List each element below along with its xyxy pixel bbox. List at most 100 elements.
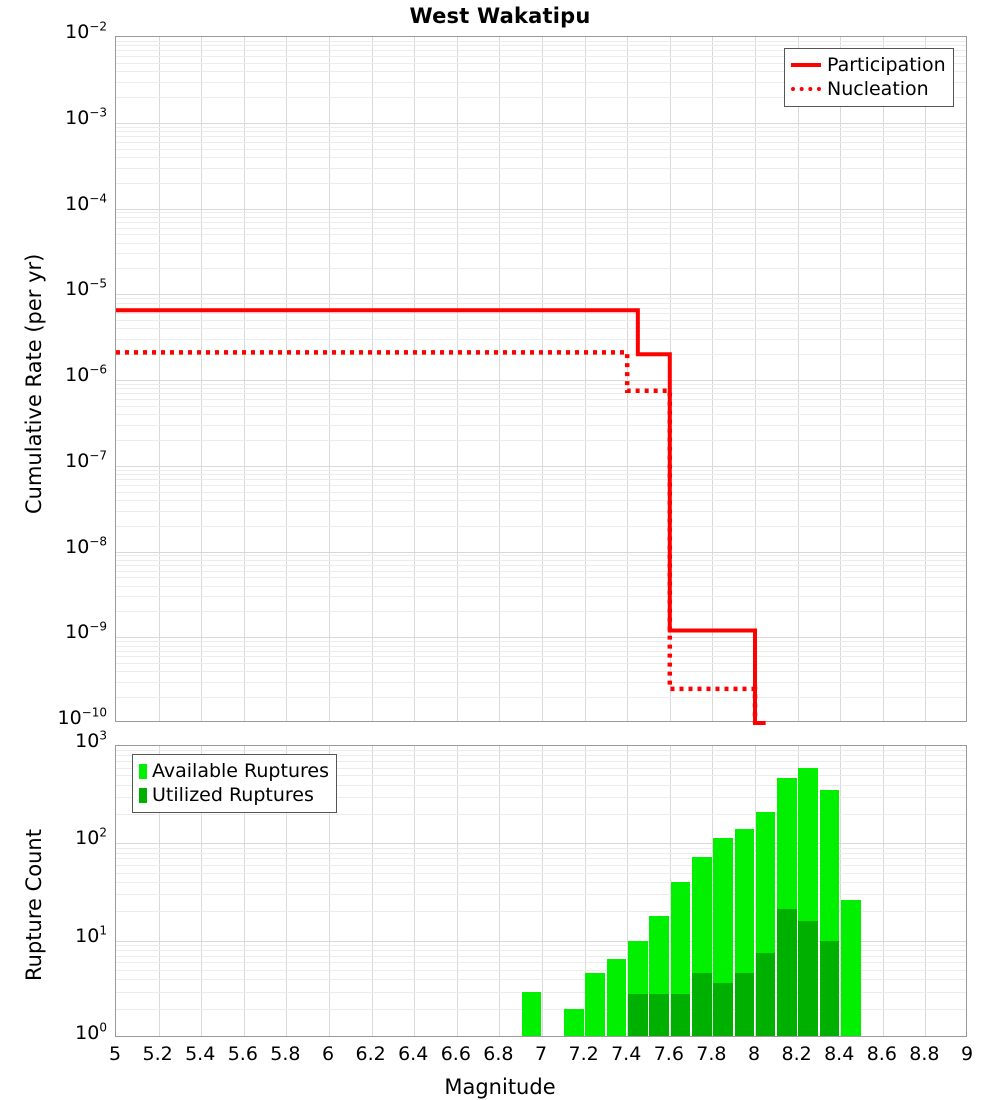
bar-utilized — [628, 994, 648, 1036]
available-color-swatch — [139, 763, 147, 779]
gridline-vertical — [243, 37, 245, 721]
gridline-horizontal — [116, 320, 966, 322]
gridline-horizontal — [116, 208, 966, 210]
gridline-vertical — [584, 746, 586, 1036]
bar-utilized — [755, 953, 776, 1036]
gridline-horizontal — [116, 328, 966, 330]
gridline-horizontal — [116, 671, 966, 673]
gridline-horizontal — [116, 864, 966, 866]
gridline-horizontal — [116, 380, 966, 381]
bar-available — [777, 777, 797, 1036]
bar-utilized — [670, 994, 691, 1036]
rate-curves — [116, 308, 766, 725]
gridline-vertical — [669, 746, 671, 1036]
gridline-horizontal — [116, 858, 966, 860]
y-tick-label: 103 — [75, 728, 107, 752]
gridline-horizontal — [116, 882, 966, 884]
gridline-horizontal — [116, 564, 966, 566]
bar-utilized — [691, 973, 712, 1036]
gridline-horizontal — [116, 439, 966, 441]
participation-curve — [116, 308, 766, 725]
gridline-vertical — [797, 746, 799, 1036]
gridline-horizontal — [116, 383, 966, 385]
legend-item-nucleation: Nucleation — [791, 77, 946, 101]
gridline-vertical — [840, 746, 842, 1036]
gridline-vertical — [201, 37, 203, 721]
gridline-horizontal — [116, 424, 966, 426]
gridline-horizontal — [116, 510, 966, 512]
gridline-horizontal — [116, 298, 966, 300]
x-tick-label: 7.2 — [568, 1043, 599, 1065]
gridline-horizontal — [116, 167, 966, 169]
gridline-horizontal — [116, 479, 966, 481]
gridline-horizontal — [116, 242, 966, 244]
x-tick-label: 7.8 — [696, 1043, 727, 1065]
y-tick-label: 10−3 — [65, 105, 107, 129]
bar-available — [691, 857, 712, 1036]
gridline-horizontal — [116, 656, 966, 658]
gridline-vertical — [542, 746, 543, 1036]
dotted-line-icon — [791, 87, 821, 91]
bar-utilized — [734, 973, 755, 1036]
gridline-horizontal — [116, 555, 966, 557]
gridline-horizontal — [116, 393, 966, 395]
gridline-vertical — [414, 37, 416, 721]
bar-utilized — [777, 909, 797, 1036]
gridline-horizontal — [116, 843, 966, 845]
y-tick-label: 101 — [75, 923, 107, 947]
bar-available — [521, 991, 542, 1036]
gridline-vertical — [882, 746, 884, 1036]
gridline-horizontal — [116, 775, 966, 777]
gridline-horizontal — [116, 641, 966, 643]
bar-utilized — [713, 982, 733, 1036]
bar-utilized — [819, 940, 840, 1036]
y-tick-label: 10−6 — [65, 362, 107, 386]
gridline-horizontal — [116, 339, 966, 341]
x-tick-label: 6.2 — [355, 1043, 386, 1065]
gridline-horizontal — [116, 122, 966, 124]
gridline-vertical — [840, 37, 842, 721]
gridline-horizontal — [116, 611, 966, 613]
bar-utilized — [649, 994, 669, 1036]
gridline-horizontal — [116, 182, 966, 184]
bar-available — [564, 1008, 584, 1036]
bar-legend: Available Ruptures Utilized Ruptures — [132, 754, 337, 813]
x-tick-label: 8.6 — [866, 1043, 897, 1065]
gridline-vertical — [925, 746, 927, 1036]
gridline-horizontal — [116, 414, 966, 416]
nucleation-curve — [116, 350, 758, 723]
gridline-horizontal — [116, 645, 966, 647]
y-tick-label: 10−8 — [65, 534, 107, 558]
gridline-horizontal — [116, 136, 966, 138]
legend-item-available-ruptures: Available Ruptures — [139, 759, 329, 783]
x-tick-label: 8 — [747, 1043, 761, 1065]
gridline-vertical — [456, 37, 458, 721]
gridline-horizontal — [116, 354, 966, 356]
gridline-vertical — [712, 746, 714, 1036]
gridline-vertical — [627, 37, 629, 721]
gridline-horizontal — [116, 268, 966, 270]
bar-available — [649, 915, 669, 1036]
gridline-horizontal — [116, 212, 966, 214]
gridline-horizontal — [116, 405, 966, 407]
x-tick-label: 5 — [108, 1043, 122, 1065]
gridline-vertical — [882, 37, 884, 721]
gridline-vertical — [499, 746, 501, 1036]
gridline-vertical — [329, 746, 330, 1036]
gridline-vertical — [158, 37, 160, 721]
x-tick-label: 6.4 — [398, 1043, 429, 1065]
x-tick-label: 6 — [321, 1043, 335, 1065]
gridline-horizontal — [116, 750, 966, 752]
gridline-horizontal — [116, 302, 966, 304]
bar-available — [670, 882, 691, 1036]
gridline-horizontal — [116, 872, 966, 874]
gridline-horizontal — [116, 388, 966, 390]
gridline-horizontal — [116, 253, 966, 255]
gridline-horizontal — [116, 969, 966, 971]
gridline-horizontal — [116, 911, 966, 913]
gridline-horizontal — [116, 894, 966, 896]
bar-utilized — [798, 920, 819, 1036]
gridline-vertical — [755, 746, 756, 1036]
gridline-vertical — [925, 37, 927, 721]
gridline-horizontal — [116, 474, 966, 476]
